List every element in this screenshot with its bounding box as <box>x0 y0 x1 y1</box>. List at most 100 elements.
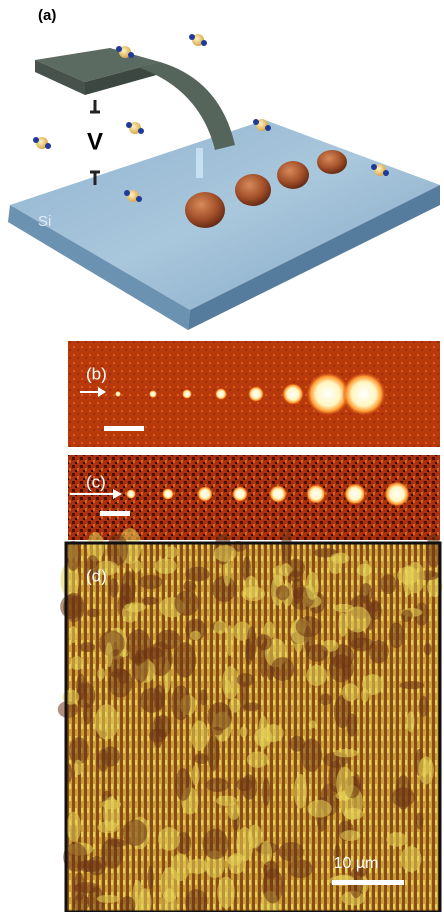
blotch <box>334 749 358 758</box>
panel-a: (a) V Si <box>8 7 440 330</box>
dot <box>344 483 366 505</box>
blotch <box>126 629 151 664</box>
substrate-label: Si <box>38 213 51 230</box>
blotch <box>362 674 384 695</box>
dot <box>342 372 386 416</box>
blotch <box>386 832 407 846</box>
blotch <box>175 768 191 801</box>
panel-d: 10 µm (d) <box>58 528 443 912</box>
panel-label: (a) <box>38 7 56 24</box>
blotch <box>214 621 227 634</box>
dot <box>185 192 225 228</box>
blotch <box>199 689 207 705</box>
blotch <box>121 571 135 604</box>
blotch <box>256 634 272 650</box>
blotch <box>101 746 120 766</box>
blotch <box>331 553 350 564</box>
blotch <box>424 643 432 655</box>
blotch <box>262 868 283 903</box>
blotch <box>342 683 359 701</box>
blotch <box>294 590 301 604</box>
blotch <box>190 631 201 640</box>
blotch <box>97 821 119 833</box>
panel-b: (b) <box>68 341 440 447</box>
blotch <box>247 751 268 767</box>
blotch <box>175 590 199 615</box>
blotch <box>60 594 83 619</box>
blotch <box>392 787 415 807</box>
blotch <box>418 756 434 784</box>
atom <box>116 46 122 52</box>
dot <box>282 383 304 405</box>
atom <box>265 125 271 131</box>
blotch <box>226 625 232 656</box>
blotch <box>309 720 317 728</box>
blotch <box>288 859 313 878</box>
blotch <box>95 704 119 739</box>
blotch <box>350 638 374 652</box>
blotch <box>304 626 312 654</box>
blotch <box>203 829 229 860</box>
blotch <box>108 839 127 847</box>
atom <box>126 122 132 128</box>
blotch <box>74 760 83 775</box>
dot <box>232 486 248 502</box>
dot <box>235 174 271 206</box>
blotch <box>307 800 331 818</box>
blotch <box>206 778 229 792</box>
blotch <box>336 767 353 801</box>
scale-bar <box>100 511 130 516</box>
blotch <box>142 597 158 605</box>
blotch <box>222 666 239 699</box>
dot <box>317 150 347 174</box>
scale-bar <box>104 426 144 431</box>
blotch <box>237 673 255 686</box>
blotch <box>152 716 163 749</box>
blotch <box>400 846 421 872</box>
voltage-label: V <box>87 128 103 155</box>
dot <box>248 386 264 402</box>
figure: (a) V Si (b) (c) 10 µm (d) <box>0 0 444 912</box>
blotch <box>240 726 248 737</box>
blotch <box>400 681 425 689</box>
panel-label: (d) <box>86 566 107 585</box>
blotch <box>66 541 81 571</box>
blotch <box>419 696 429 717</box>
panel-c: (c) <box>68 455 440 540</box>
scale-bar-label: 10 µm <box>334 855 379 872</box>
blotch <box>241 774 257 799</box>
blotch <box>243 702 260 710</box>
blotch <box>194 754 209 765</box>
blotch <box>341 830 361 841</box>
blotch <box>79 642 95 652</box>
scale-bar <box>332 880 404 885</box>
blotch <box>70 656 83 670</box>
blotch <box>345 606 371 632</box>
blotch <box>77 860 102 872</box>
blotch <box>185 567 210 582</box>
blotch <box>225 680 231 693</box>
atom <box>138 128 144 134</box>
dot <box>126 489 136 499</box>
atom <box>124 190 130 196</box>
blotch <box>207 702 232 731</box>
blotch <box>191 720 208 751</box>
dot <box>277 161 309 189</box>
dot <box>115 391 121 397</box>
blotch <box>289 570 302 582</box>
blotch <box>359 583 372 603</box>
blotch <box>155 558 177 574</box>
blotch <box>123 819 148 846</box>
blotch <box>192 765 200 786</box>
blotch <box>416 813 424 830</box>
panel-label: (b) <box>86 364 107 383</box>
dot <box>182 389 192 399</box>
blotch <box>132 560 142 572</box>
atom <box>128 52 134 58</box>
blotch <box>380 574 396 594</box>
blotch <box>105 642 112 667</box>
dot <box>149 390 157 398</box>
blotch <box>158 827 180 851</box>
blotch <box>174 642 197 678</box>
atom <box>33 137 39 143</box>
